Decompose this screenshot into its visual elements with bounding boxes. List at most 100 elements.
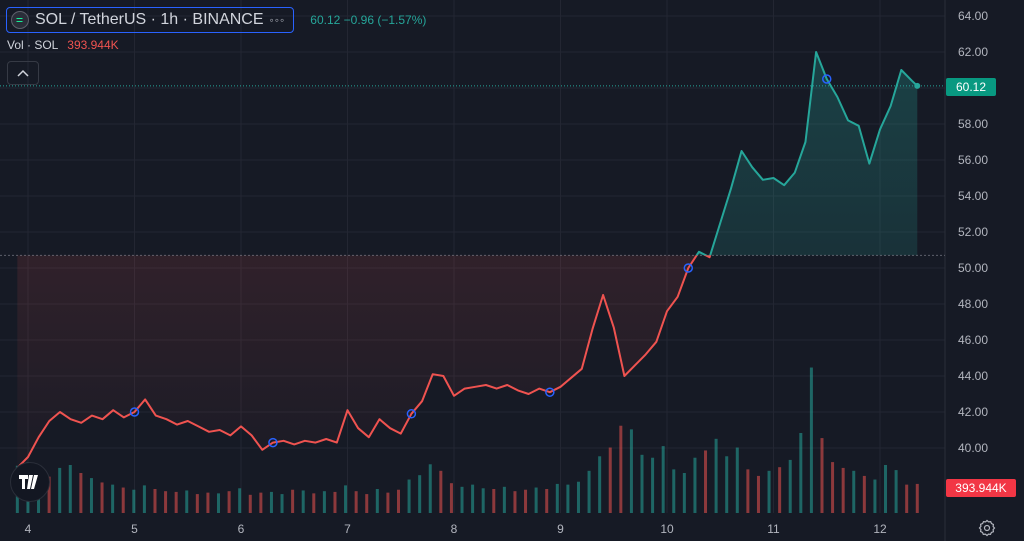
- volume-bar: [598, 456, 602, 513]
- volume-bar: [693, 457, 697, 513]
- volume-bar: [587, 470, 591, 513]
- price-tick-label: 42.00: [958, 405, 988, 419]
- volume-bar: [344, 485, 348, 513]
- price-tick-label: 46.00: [958, 333, 988, 347]
- volume-bar: [513, 491, 517, 513]
- price-series: [16, 51, 921, 469]
- volume-bars: [15, 367, 919, 513]
- volume-bar: [714, 438, 718, 513]
- volume-bar: [217, 493, 221, 513]
- volume-bar: [555, 483, 559, 513]
- collapse-legend-button[interactable]: [7, 61, 39, 85]
- volume-bar: [672, 469, 676, 513]
- volume-bar: [735, 447, 739, 513]
- volume-bar: [460, 486, 464, 513]
- volume-bar: [291, 489, 295, 513]
- volume-bar: [164, 491, 168, 513]
- volume-price-tag: 393.944K: [946, 479, 1016, 497]
- volume-bar: [661, 446, 665, 513]
- symbol-legend: SOL / TetherUS · 1h · BINANCE ◦◦◦ 60.12 …: [6, 7, 426, 33]
- volume-bar: [269, 491, 273, 513]
- volume-bar: [809, 367, 813, 513]
- volume-bar: [121, 487, 125, 513]
- price-line-down: [16, 255, 712, 469]
- tradingview-logo-icon[interactable]: [10, 462, 50, 502]
- time-tick-label: 12: [873, 522, 887, 536]
- event-marker: [545, 387, 555, 397]
- event-marker: [406, 409, 417, 419]
- current-price-tag: 60.12: [946, 78, 996, 96]
- volume-bar: [206, 492, 210, 513]
- volume-bar: [820, 438, 824, 513]
- fill-below-baseline: [17, 255, 918, 468]
- volume-bar: [767, 470, 771, 513]
- volume-bar: [418, 475, 422, 513]
- baseline-fills: [17, 52, 918, 468]
- volume-bar: [471, 484, 475, 513]
- volume-bar: [481, 488, 485, 513]
- volume-bar: [502, 486, 506, 513]
- volume-bar: [725, 456, 729, 513]
- volume-bar: [629, 429, 633, 513]
- volume-bar: [375, 489, 379, 513]
- volume-bar: [89, 478, 93, 513]
- volume-bar: [227, 491, 231, 513]
- volume-bar: [799, 433, 803, 513]
- event-marker: [822, 74, 832, 84]
- time-tick-label: 8: [451, 522, 458, 536]
- volume-bar: [831, 462, 835, 513]
- event-markers[interactable]: [129, 74, 832, 448]
- price-axis[interactable]: 40.00 42.00 44.00 46.00 48.00 50.00 52.00 54.00…: [958, 9, 988, 455]
- symbol-title: SOL / TetherUS · 1h · BINANCE: [35, 11, 264, 28]
- ohlc-values: 60.12 −0.96 (−1.57%): [310, 13, 427, 27]
- volume-bar: [524, 489, 528, 513]
- time-tick-label: 7: [344, 522, 351, 536]
- time-tick-label: 5: [131, 522, 138, 536]
- volume-bar: [640, 454, 644, 513]
- volume-bar: [778, 467, 782, 513]
- volume-bar: [58, 467, 62, 513]
- volume-bar: [322, 491, 326, 513]
- last-price-dot: [914, 82, 921, 89]
- volume-bar: [111, 484, 115, 513]
- volume-bar: [651, 457, 655, 513]
- volume-bar: [185, 490, 189, 513]
- volume-bar: [428, 464, 432, 513]
- volume-value: 393.944K: [67, 38, 119, 52]
- volume-bar: [142, 485, 146, 513]
- time-tick-label: 11: [767, 522, 780, 536]
- volume-bar: [248, 494, 252, 513]
- volume-bar: [545, 489, 549, 513]
- volume-bar: [301, 490, 305, 513]
- gear-icon[interactable]: [978, 519, 996, 537]
- volume-bar: [841, 467, 845, 513]
- price-tick-label: 44.00: [958, 369, 988, 383]
- price-tick-label: 40.00: [958, 441, 988, 455]
- volume-bar: [79, 473, 83, 513]
- dots-icon[interactable]: ◦◦◦: [269, 13, 286, 27]
- volume-bar: [492, 489, 496, 513]
- volume-bar: [788, 459, 792, 513]
- volume-bar: [852, 470, 856, 513]
- volume-bar: [873, 479, 877, 513]
- volume-bar: [534, 487, 538, 513]
- time-tick-label: 4: [25, 522, 32, 536]
- time-tick-label: 9: [557, 522, 564, 536]
- time-tick-label: 6: [238, 522, 245, 536]
- volume-bar: [449, 483, 453, 513]
- event-marker: [268, 437, 278, 448]
- price-tick-label: 58.00: [958, 117, 988, 131]
- volume-bar: [259, 492, 263, 513]
- volume-bar: [68, 465, 72, 513]
- symbol-logo-icon: [11, 11, 29, 29]
- volume-bar: [47, 476, 51, 513]
- volume-bar: [153, 489, 157, 513]
- volume-bar: [905, 484, 909, 513]
- symbol-search-button[interactable]: SOL / TetherUS · 1h · BINANCE ◦◦◦: [6, 7, 295, 33]
- event-marker: [683, 263, 694, 273]
- time-axis[interactable]: 4 5 6 7 8 9 10 11 12: [25, 522, 887, 536]
- volume-bar: [756, 475, 760, 513]
- price-tick-label: 64.00: [958, 9, 988, 23]
- volume-legend: Vol · SOL 393.944K: [7, 38, 119, 52]
